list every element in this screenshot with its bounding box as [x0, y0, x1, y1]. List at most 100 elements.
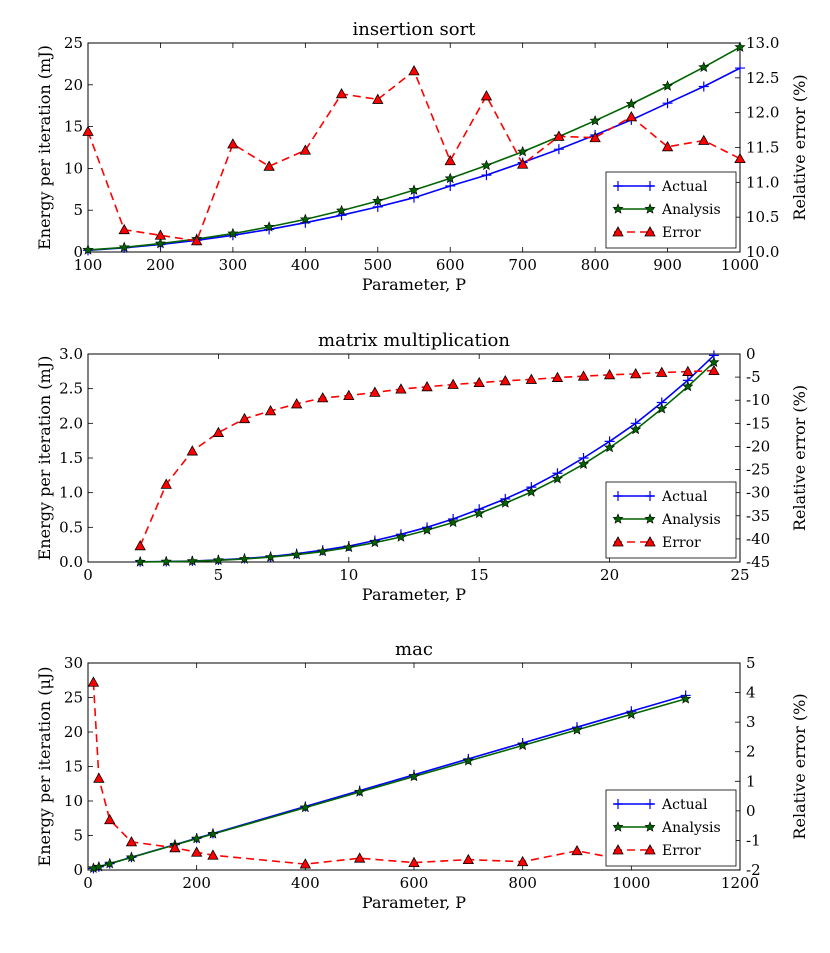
point-marker [186, 445, 198, 456]
point-marker [263, 160, 275, 171]
y-tick-label: 25 [64, 689, 83, 707]
x-tick-label: 1000 [612, 874, 650, 892]
y-tick-label: 10 [64, 159, 83, 177]
chart-title: mac [395, 639, 433, 660]
x-tick-label: 200 [182, 874, 211, 892]
point-marker [571, 724, 583, 735]
point-marker [644, 513, 656, 524]
point-marker [87, 676, 100, 687]
point-marker [191, 832, 203, 844]
point-marker [553, 130, 565, 141]
x-tick-label: 600 [400, 874, 429, 892]
point-marker [553, 144, 564, 155]
point-marker [212, 554, 224, 565]
series-error [82, 65, 746, 246]
y-tick-label: 15 [64, 758, 83, 776]
y2-tick-label: -20 [746, 437, 770, 455]
y-tick-label: 1.5 [59, 449, 83, 467]
y2-tick-label: 12.5 [746, 69, 779, 87]
point-marker [735, 63, 745, 74]
point-marker [516, 158, 529, 169]
point-marker [263, 221, 275, 232]
x-tick-label: 15 [470, 566, 489, 584]
point-marker [190, 846, 203, 857]
x-tick-label: 0 [83, 874, 93, 892]
point-marker [644, 226, 656, 237]
x-tick-label: 5 [214, 566, 224, 584]
y-tick-label: 5 [73, 201, 83, 219]
x-axis-label: Parameter, P [362, 893, 466, 912]
point-marker [118, 223, 130, 235]
point-marker [656, 402, 668, 414]
y2-tick-label: 12.0 [746, 104, 779, 122]
y2-tick-label: -1 [746, 831, 761, 849]
point-marker [571, 844, 583, 856]
y-tick-label: 0.5 [59, 518, 83, 536]
chart-title: insertion sort [353, 19, 477, 40]
y2-tick-label: -35 [746, 507, 770, 525]
y-axis-label: Energy per iteration (mJ) [35, 45, 54, 250]
point-marker [409, 192, 419, 203]
chart-panel-3: 0 200 400 600 800 1000 1200051015202530-2-1012… [35, 639, 809, 912]
point-marker [680, 693, 692, 704]
point-marker [708, 364, 720, 376]
point-marker [82, 125, 94, 136]
x-tick-label: 100 [74, 256, 103, 274]
chart-panel-2: 0 5 10 15 20 25 0.0 0.5 1.0 1.5 2.0 2.5 3.0 -45 -40 -35… [35, 330, 809, 604]
point-marker [238, 553, 251, 564]
point-marker [264, 405, 277, 416]
y2-tick-label: 0 [746, 345, 756, 363]
x-tick-label: 800 [581, 256, 610, 274]
point-marker [299, 144, 312, 155]
point-marker [186, 555, 198, 566]
x-axis-label: Parameter, P [362, 585, 466, 604]
point-marker [516, 855, 529, 867]
y2-tick-label: 4 [746, 684, 756, 702]
y2-tick-label: 10.5 [746, 208, 779, 226]
point-marker [82, 244, 94, 255]
point-marker [625, 98, 637, 109]
point-marker [613, 181, 623, 191]
y-tick-label: 0 [73, 861, 83, 879]
point-marker [612, 226, 624, 237]
point-marker [698, 61, 710, 72]
x-tick-label: 500 [363, 256, 392, 274]
x-tick-label: 700 [508, 256, 537, 274]
point-marker [612, 536, 624, 547]
point-marker [444, 154, 456, 166]
y2-tick-label: -15 [746, 414, 770, 432]
point-marker [104, 813, 116, 825]
point-marker [299, 801, 311, 813]
point-marker [421, 524, 433, 535]
legend: Actual Analysis Error [605, 481, 737, 559]
y2-tick-label: -25 [746, 461, 770, 479]
chart-panel-1: 100 200 300 400 500 600 700 800 900 1000 0 5 10 15 20 2… [35, 19, 809, 294]
point-marker [372, 195, 384, 206]
point-marker [353, 852, 366, 863]
point-marker [630, 423, 642, 435]
point-marker [227, 138, 239, 149]
series-error [87, 676, 692, 869]
point-marker [517, 145, 529, 157]
point-marker [227, 227, 239, 239]
point-marker [421, 380, 433, 392]
y-tick-label: 3.0 [59, 345, 83, 363]
y2-axis-label: Relative error (%) [790, 74, 809, 220]
point-marker [612, 844, 624, 855]
point-marker [395, 383, 407, 394]
point-marker [661, 140, 674, 152]
point-marker [408, 856, 420, 868]
y2-axis-label: Relative error (%) [790, 385, 809, 531]
point-marker [645, 181, 655, 191]
point-marker [118, 241, 130, 253]
point-marker [577, 370, 590, 381]
point-marker [134, 539, 146, 551]
point-marker [499, 497, 511, 508]
point-marker [343, 541, 355, 553]
y2-tick-label: -30 [746, 484, 770, 502]
x-axis-label: Parameter, P [362, 275, 466, 294]
point-marker [408, 184, 420, 195]
point-marker [408, 770, 420, 782]
y-tick-label: 2.5 [59, 380, 83, 398]
